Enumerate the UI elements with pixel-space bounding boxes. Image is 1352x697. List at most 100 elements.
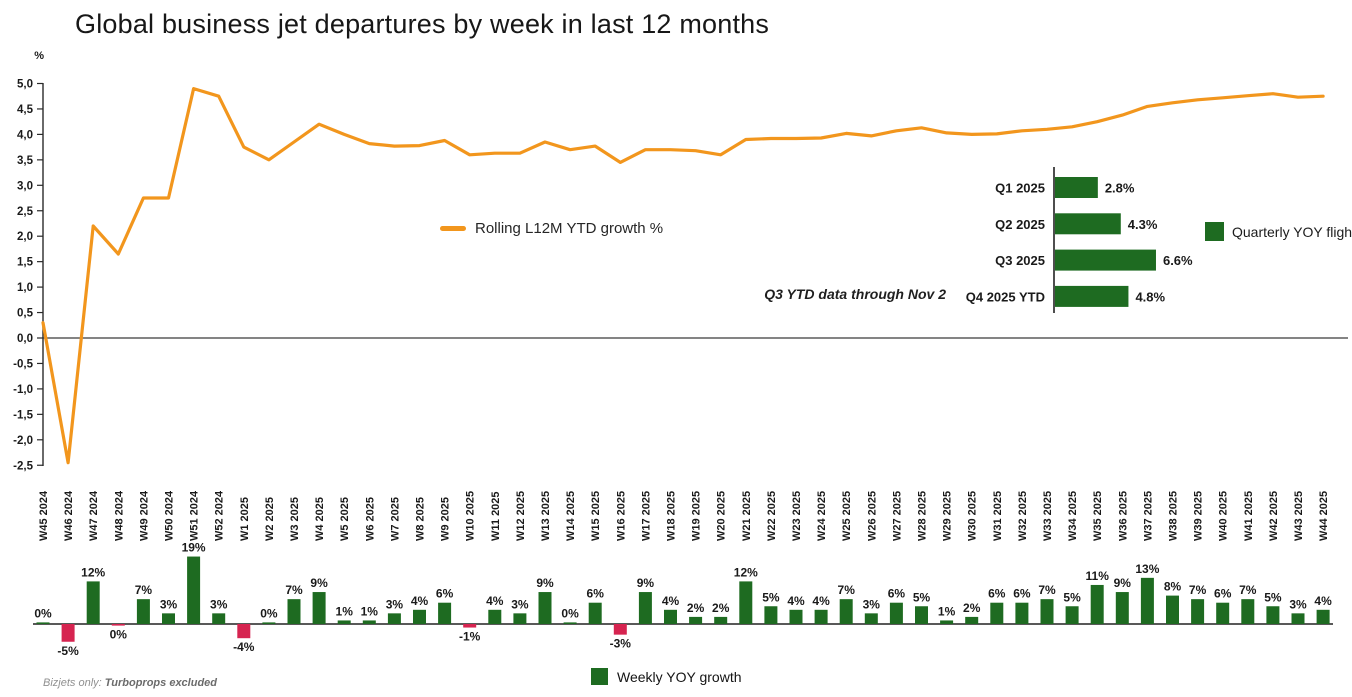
weekly-bar-value: 5% [913,590,931,604]
y-tick-label: 2,0 [17,231,33,243]
quarterly-legend-swatch [1205,222,1224,241]
y-tick-label: 3,0 [17,180,33,192]
weekly-bar-value: 12% [81,565,105,579]
footnote-bold: Turboprops excluded [104,677,218,689]
weekly-bar [1191,599,1205,624]
quarterly-note: Q3 YTD data through Nov 2 [764,286,946,302]
x-tick-label: W36 2025 [1117,491,1129,541]
weekly-bar-value: 6% [1013,587,1031,601]
weekly-bar-value: 0% [34,606,52,620]
x-tick-label: W40 2025 [1218,491,1230,541]
weekly-bar-value: 5% [762,590,780,604]
quarterly-bar-value: 2.8% [1105,181,1135,196]
weekly-bar-value: -3% [610,637,632,651]
weekly-bar-value: 4% [411,594,429,608]
weekly-bar [940,620,954,624]
footnote-prefix: Bizjets only: [43,677,105,689]
x-tick-label: W21 2025 [741,491,753,541]
x-tick-label: W9 2025 [440,497,452,541]
x-tick-label: W14 2025 [565,491,577,541]
y-tick-label: 3,5 [17,155,34,167]
x-tick-label: W17 2025 [640,491,652,541]
x-tick-label: W18 2025 [666,491,678,541]
weekly-bar-value: 7% [1239,583,1257,597]
weekly-bar [689,616,703,624]
x-tick-label: W2 2025 [264,497,276,541]
x-tick-label: W5 2025 [339,497,351,541]
x-tick-label: W4 2025 [314,497,326,541]
weekly-bar [187,556,201,624]
y-tick-label: -2,0 [13,435,33,447]
x-tick-label: W20 2025 [716,491,728,541]
x-tick-label: W38 2025 [1168,491,1180,541]
weekly-bar [1216,602,1230,624]
x-tick-label: W42 2025 [1268,491,1280,541]
x-tick-label: W22 2025 [766,491,778,541]
quarterly-bar [1055,249,1156,271]
weekly-bar-value: 7% [838,583,856,597]
weekly-bar-value: -4% [233,640,255,654]
weekly-bar [287,599,301,624]
weekly-legend: Weekly YOY growth [591,668,742,685]
weekly-bar [387,613,401,624]
x-tick-label: W24 2025 [816,491,828,541]
weekly-bar [463,624,477,628]
weekly-bar-value: 12% [734,565,758,579]
weekly-bar-value: 1% [336,604,354,618]
x-tick-label: W32 2025 [1017,491,1029,541]
y-tick-label: -1,0 [13,384,33,396]
y-tick-label: 4,0 [17,129,33,141]
weekly-bar [86,581,100,624]
x-tick-label: W41 2025 [1243,491,1255,541]
y-axis-unit-label: % [34,50,44,62]
x-tick-label: W46 2024 [63,490,75,541]
weekly-bar [362,620,376,624]
weekly-bar-value: 4% [486,594,504,608]
quarterly-bar-value: 4.8% [1135,289,1165,304]
weekly-bar [915,606,928,624]
x-tick-label: W25 2025 [841,491,853,541]
weekly-bar-value: 6% [587,587,605,601]
x-tick-label: W6 2025 [364,497,376,541]
x-tick-label: W19 2025 [691,491,703,541]
weekly-bar-value: 13% [1135,562,1159,576]
weekly-bar-value: 1% [361,604,379,618]
weekly-bar-value: 3% [386,597,404,611]
weekly-bar [613,624,627,635]
weekly-bar-value: 6% [1214,587,1232,601]
weekly-bar [61,624,75,642]
x-tick-label: W15 2025 [590,491,602,541]
quarterly-legend-label: Quarterly YOY flight [1232,223,1352,240]
weekly-bar-value: 7% [1189,583,1207,597]
weekly-bar [1166,595,1179,624]
weekly-bar-value: 3% [210,597,228,611]
x-tick-label: W33 2025 [1042,491,1054,541]
weekly-legend-label: Weekly YOY growth [617,668,742,685]
weekly-bar [1241,599,1255,624]
weekly-bar-value: -1% [459,630,481,644]
line-legend-label: Rolling L12M YTD growth % [475,220,664,237]
quarterly-category-label: Q1 2025 [995,181,1045,196]
weekly-bar-value: 3% [863,597,881,611]
weekly-bar-value: 1% [938,604,956,618]
weekly-bar-value: 4% [662,594,680,608]
weekly-bar [1140,577,1154,624]
weekly-bar [1065,606,1079,624]
weekly-bar [990,602,1004,624]
weekly-bar [312,592,326,624]
weekly-bar-value: 4% [812,594,830,608]
weekly-bar-value: 0% [260,606,278,620]
y-tick-label: 5,0 [17,79,33,91]
weekly-bar [1040,599,1054,624]
weekly-bar [1291,613,1305,624]
x-tick-label: W8 2025 [415,497,427,541]
weekly-bar [1316,609,1330,624]
weekly-bar [237,624,251,639]
weekly-bar [588,602,602,624]
weekly-bar-value: 5% [1063,590,1081,604]
y-tick-label: 0,5 [17,308,34,320]
weekly-bar [513,613,527,624]
weekly-bar-value: 9% [310,576,328,590]
weekly-bar [764,606,778,624]
y-tick-label: -2,5 [13,460,33,472]
